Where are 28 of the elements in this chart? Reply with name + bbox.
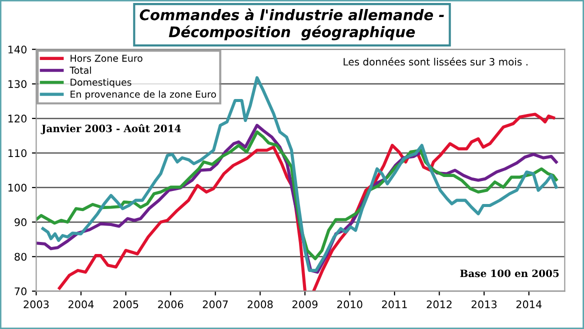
y-tick-label: 70	[14, 287, 26, 296]
y-tick-label: 90	[14, 218, 26, 226]
annotation: Base 100 en 2005	[460, 270, 559, 278]
y-tick-label: 100	[8, 184, 26, 192]
x-tick-label: 2007	[202, 300, 228, 308]
legend-label: Hors Zone Euro	[70, 54, 142, 62]
y-tick-label: 80	[14, 252, 26, 261]
legend-label: Total	[70, 66, 91, 74]
x-tick-label: 2011	[382, 300, 407, 308]
x-tick-label: 2009	[292, 300, 318, 308]
x-tick-label: 2013	[472, 300, 497, 308]
x-tick-label: 2004	[68, 300, 94, 308]
annotation: Janvier 2003 - Août 2014	[40, 124, 181, 134]
x-tick-label: 2010	[337, 300, 362, 308]
x-tick-label: 2014	[516, 300, 542, 308]
x-tick-label: 2003	[24, 300, 49, 308]
y-tick-label: 140	[8, 46, 26, 54]
x-tick-label: 2012	[426, 300, 452, 308]
annotation: Les données sont lissées sur 3 mois .	[344, 57, 528, 66]
x-tick-label: 2006	[158, 300, 184, 308]
x-tick-label: 2008	[248, 300, 273, 308]
y-tick-label: 120	[8, 114, 26, 123]
legend-label: Domestiques	[70, 78, 132, 88]
y-tick-label: 130	[8, 80, 26, 88]
y-tick-label: 110	[8, 149, 26, 158]
x-tick-label: 2005	[113, 300, 138, 308]
chart-title: Commandes à l'industrie allemande - Décomposition géographique	[140, 8, 444, 40]
legend-label: En provenance de la zone Euro	[70, 90, 216, 100]
